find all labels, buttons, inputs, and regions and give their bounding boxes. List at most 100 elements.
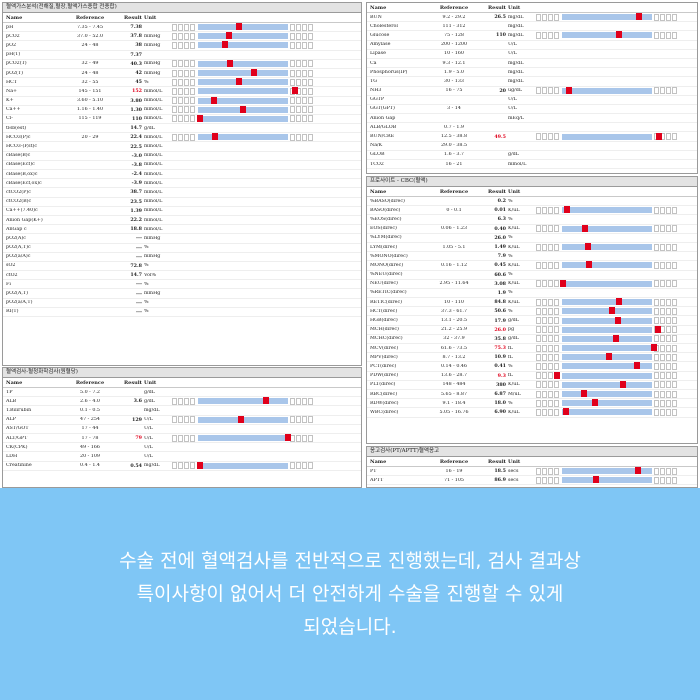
gauge-cell xyxy=(184,23,189,31)
header-reference: Reference xyxy=(75,14,105,21)
unit: mg/dL xyxy=(508,32,524,38)
table-row: pCO2 37.0 - 52.0 37.8 mmHg xyxy=(3,32,361,42)
result-value: -2.4 xyxy=(131,171,142,178)
result-value: 49.5 xyxy=(494,133,506,140)
test-name: NH3 xyxy=(370,88,382,94)
normal-range-bar xyxy=(562,13,652,21)
gauge-cell xyxy=(666,31,671,39)
test-name: TCO2 xyxy=(370,161,384,167)
unit: % xyxy=(144,263,149,269)
result-value: 22.4 xyxy=(130,134,142,141)
range-gauge xyxy=(536,307,678,315)
reference-range: 21.2 - 25.9 xyxy=(440,327,468,333)
test-name: HCO3-(P,st)c xyxy=(6,144,38,150)
gauge-cell xyxy=(308,78,313,86)
table-row: HCT(direc) 37.3 - 61.7 50.6% xyxy=(367,307,697,317)
gauge-cell xyxy=(308,69,313,77)
gauge-cell xyxy=(666,206,671,214)
gauge-cell xyxy=(296,78,301,86)
unit: mmol/L xyxy=(144,98,163,104)
test-name: ALB xyxy=(6,398,17,404)
gauge-cell xyxy=(190,23,195,31)
test-name: %LYM(direc) xyxy=(370,235,402,241)
gauge-cell xyxy=(542,476,547,484)
result-value: 9.3 xyxy=(497,372,506,379)
gauge-cell xyxy=(184,69,189,77)
table-row: AnGap c 18.8 mmol/L xyxy=(3,225,361,235)
test-name: Ca xyxy=(370,60,377,66)
gauge-cell xyxy=(660,13,665,21)
normal-range-bar xyxy=(196,461,288,469)
gauge-cell xyxy=(290,60,295,68)
reference-range: 1.6 - 3.7 xyxy=(444,152,464,158)
gauge-cell xyxy=(554,307,559,315)
test-name: APTT xyxy=(370,477,384,483)
test-name: Fi xyxy=(6,281,11,287)
table-row: Cl- 115 - 119 110 mmol/L xyxy=(3,114,361,125)
panel-title: 혈액가스분석(전해질,혈장,혈액가스종합 전종합) xyxy=(3,3,361,13)
gauge-cell xyxy=(672,225,677,233)
test-name: GGT(GPT) xyxy=(370,106,395,112)
gauge-cell xyxy=(554,353,559,361)
gauge-cell xyxy=(542,372,547,380)
gauge-cell xyxy=(666,372,671,380)
normal-range-bar xyxy=(198,434,291,442)
header-name: Name xyxy=(370,188,387,195)
unit: % xyxy=(508,216,513,222)
normal-range-bar xyxy=(198,32,288,40)
result-value: -3.0 xyxy=(131,152,142,159)
gauge-cell xyxy=(548,13,553,21)
test-name: CK(CPK) xyxy=(6,444,28,450)
gauge-cell xyxy=(536,390,541,398)
gauge-cell xyxy=(184,106,189,114)
result-value: 0.40 xyxy=(494,225,506,232)
gauge-cell xyxy=(542,344,547,352)
range-gauge xyxy=(536,399,678,407)
table-row: ctCO2(B)c 23.5 mmol/L xyxy=(3,198,361,207)
unit: mmol/L xyxy=(144,208,163,214)
gauge-cell xyxy=(536,317,541,325)
gauge-cell xyxy=(542,31,547,39)
reference-range: 5.0 - 7.2 xyxy=(80,389,100,395)
unit: mg/dL xyxy=(508,14,524,20)
caption-line-1: 수술 전에 혈액검사를 전반적으로 진행했는데, 검사 결과상 xyxy=(119,549,581,572)
normal-range-bar xyxy=(198,78,288,86)
gauge-cell xyxy=(554,399,559,407)
table-row: ALT/GPT 17 - 78 79 U/L xyxy=(3,434,361,444)
gauge-cell xyxy=(536,476,541,484)
gauge-cell xyxy=(548,261,553,269)
test-name: GGTP xyxy=(370,97,385,103)
gauge-cell xyxy=(190,41,195,49)
panel-title: 응고검사(PT/APTT)혈액응고 xyxy=(367,447,697,457)
test-name: BASO(direc) xyxy=(370,207,401,213)
result-value: 3.6 xyxy=(133,398,142,405)
test-name: WBC(direc) xyxy=(370,409,399,415)
table-row: ctCO2(P)c 38.7 mmol/L xyxy=(3,188,361,198)
test-name: EOS(direc) xyxy=(370,226,397,232)
table-row: Creatinine 0.4 - 1.4 0.54 mg/dL xyxy=(3,461,361,471)
test-name: PLT(direc) xyxy=(370,382,396,388)
gauge-cell xyxy=(302,133,307,141)
gauge-cell xyxy=(172,97,177,105)
gauge-cell xyxy=(672,87,677,95)
result-value: 42 xyxy=(135,70,142,77)
unit: secs xyxy=(508,468,519,474)
normal-range-bar xyxy=(562,353,652,361)
result-value: 35.8 xyxy=(494,335,506,342)
result-marker xyxy=(650,344,657,352)
test-name: MCV(direc) xyxy=(370,345,399,351)
gauge-cell xyxy=(672,476,677,484)
unit: mmol/L xyxy=(144,180,163,186)
table-row: pO2(a/A,T) ---% xyxy=(3,299,361,308)
gauge-cell xyxy=(302,23,307,31)
gauge-cell xyxy=(654,390,659,398)
result-value: 50.6 xyxy=(494,308,506,315)
range-gauge xyxy=(536,371,678,380)
reference-range: 9.2 - 29.2 xyxy=(442,14,466,20)
gauge-cell xyxy=(666,307,671,315)
result-marker xyxy=(656,132,663,140)
reference-range: 2.6 - 4.0 xyxy=(80,398,100,404)
test-name: MPV(direc) xyxy=(370,354,398,360)
test-name: Lipase xyxy=(370,51,386,57)
gauge-cell xyxy=(666,408,671,416)
